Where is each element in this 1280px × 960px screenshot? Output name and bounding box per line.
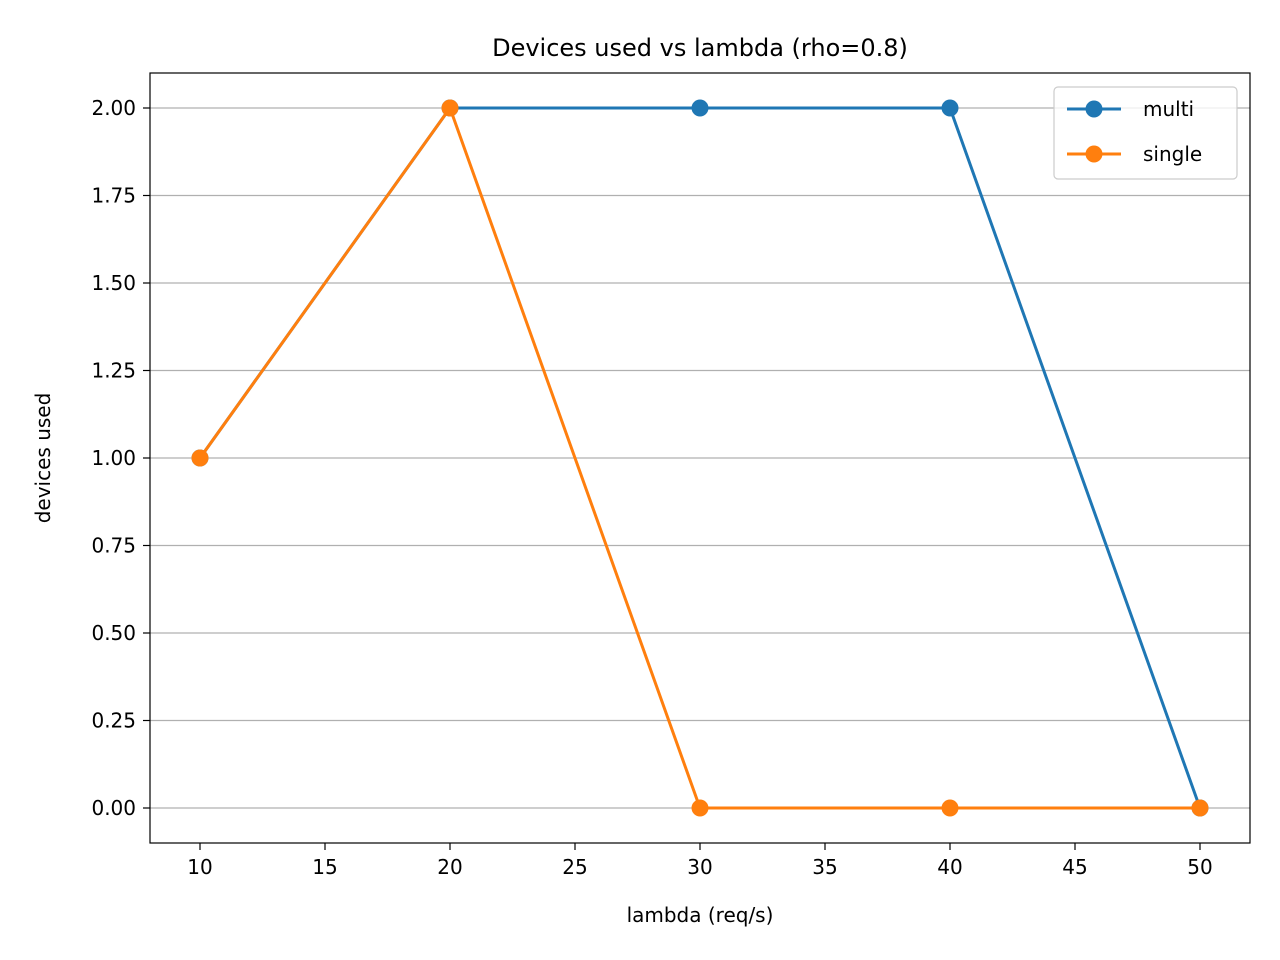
chart-title: Devices used vs lambda (rho=0.8)	[492, 34, 908, 62]
data-point-single	[941, 799, 959, 817]
series-layer	[191, 99, 1209, 817]
x-tick-label: 30	[687, 855, 712, 879]
y-tick-label: 0.00	[91, 796, 136, 820]
x-tick-label: 50	[1187, 855, 1212, 879]
x-tick-label: 35	[812, 855, 837, 879]
data-point-multi	[691, 99, 709, 117]
y-tick-label: 0.25	[91, 709, 136, 733]
y-tick-label: 1.25	[91, 359, 136, 383]
x-tick-label: 25	[562, 855, 587, 879]
y-tick-label: 0.75	[91, 534, 136, 558]
legend-label: multi	[1143, 97, 1194, 121]
y-tick-label: 1.00	[91, 446, 136, 470]
data-point-multi	[941, 99, 959, 117]
legend-item-multi: multi	[1067, 97, 1194, 121]
legend-marker	[1085, 100, 1103, 118]
legend-item-single: single	[1067, 142, 1202, 166]
series-single	[191, 99, 1209, 817]
legend-label: single	[1143, 142, 1202, 166]
y-tick-label: 1.50	[91, 271, 136, 295]
x-axis-title: lambda (req/s)	[627, 903, 774, 927]
legend: multi single	[1053, 86, 1238, 180]
x-tick-label: 15	[312, 855, 337, 879]
data-point-single	[191, 449, 209, 467]
y-tick-label: 0.50	[91, 621, 136, 645]
y-tick-label: 1.75	[91, 184, 136, 208]
x-tick-label: 20	[437, 855, 462, 879]
x-tick-label: 45	[1062, 855, 1087, 879]
y-tick-label: 2.00	[91, 96, 136, 120]
legend-marker	[1085, 145, 1103, 163]
data-point-single	[1191, 799, 1209, 817]
y-axis-title: devices used	[31, 393, 55, 524]
data-point-single	[691, 799, 709, 817]
ticks: 10 15 20 25 30 35 40 45 50 0.00 0.25 0.50 0.75 1.00 1.…	[91, 96, 1212, 879]
grid	[150, 107, 1250, 809]
x-tick-label: 40	[937, 855, 962, 879]
x-tick-label: 10	[187, 855, 212, 879]
data-point-single	[441, 99, 459, 117]
